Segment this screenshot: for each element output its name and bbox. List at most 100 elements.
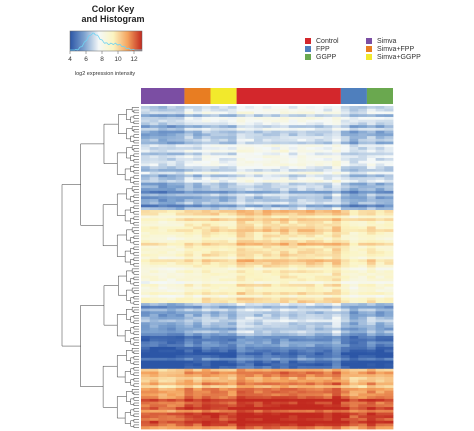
heatmap-cell (280, 412, 290, 416)
heatmap-cell (245, 286, 255, 290)
heatmap-cell (149, 272, 159, 277)
heatmap-cell (184, 415, 194, 419)
heatmap-cell (193, 138, 203, 142)
heatmap-cell (227, 314, 237, 318)
heatmap-cell (149, 106, 159, 110)
dendrogram-branch (118, 275, 127, 296)
heatmap-cell (297, 297, 307, 301)
heatmap-cell (236, 346, 246, 351)
heatmap-cell (323, 251, 333, 255)
heatmap-cell (236, 240, 246, 244)
heatmap-cell (253, 409, 264, 413)
heatmap-cell (236, 262, 246, 266)
heatmap-cell (141, 338, 151, 342)
heatmap-cell (253, 152, 264, 156)
heatmap-cell (219, 278, 229, 282)
heatmap-cell (358, 114, 368, 118)
heatmap-cell (375, 396, 385, 400)
heatmap-cell (297, 196, 307, 200)
heatmap-cell (271, 220, 281, 225)
heatmap-cell (280, 371, 290, 375)
heatmap-cell (167, 193, 177, 197)
heatmap-cell (184, 352, 194, 356)
heatmap-cell (201, 188, 211, 192)
heatmap-cell (366, 311, 377, 315)
heatmap-cell (167, 130, 177, 134)
heatmap-cell (314, 275, 324, 279)
heatmap-cell (297, 179, 307, 184)
heatmap-cell (167, 376, 177, 381)
heatmap-cell (158, 237, 168, 241)
heatmap-cell (375, 226, 385, 230)
heatmap-cell (236, 119, 246, 123)
heatmap-cell (288, 108, 298, 112)
heatmap-cell (332, 357, 342, 361)
heatmap-cell (375, 168, 385, 173)
heatmap-cell (219, 259, 229, 263)
heatmap-cell (245, 409, 255, 413)
heatmap-cell (271, 130, 281, 134)
heatmap-cell (193, 387, 203, 392)
heatmap-cell (219, 234, 229, 238)
heatmap-cell (201, 166, 211, 170)
heatmap-cell (227, 371, 237, 375)
heatmap-cell (280, 330, 290, 334)
heatmap-cell (253, 185, 264, 189)
heatmap-cell (271, 352, 281, 356)
heatmap-cell (332, 374, 342, 378)
heatmap-cell (210, 210, 220, 214)
heatmap-cell (306, 415, 316, 419)
heatmap-cell (210, 297, 220, 301)
heatmap-cell (253, 147, 264, 151)
heatmap-cell (349, 286, 359, 290)
dendrogram-branch (133, 397, 139, 401)
heatmap-cell (253, 193, 264, 197)
heatmap-cell (193, 366, 203, 370)
heatmap-cell (227, 223, 237, 227)
heatmap-cell (262, 423, 272, 427)
heatmap-cell (210, 289, 220, 293)
heatmap-cell (210, 344, 220, 348)
heatmap-cell (332, 368, 342, 372)
heatmap-cell (306, 136, 316, 140)
heatmap-cell (280, 248, 290, 252)
heatmap-cell (141, 366, 151, 370)
heatmap-cell (184, 360, 194, 364)
heatmap-cell (271, 360, 281, 364)
heatmap-cell (193, 423, 203, 427)
heatmap-cell (227, 396, 237, 400)
heatmap-cell (375, 210, 385, 214)
heatmap-cell (175, 283, 185, 288)
heatmap-cell (193, 374, 203, 378)
heatmap-cell (297, 199, 307, 203)
heatmap-cell (375, 242, 385, 246)
heatmap-cell (262, 174, 272, 178)
heatmap-cell (332, 404, 342, 408)
heatmap-cell (384, 234, 394, 238)
heatmap-cell (175, 407, 185, 411)
heatmap-cell (184, 412, 194, 416)
heatmap-cell (184, 237, 194, 241)
heatmap-cell (366, 292, 377, 296)
heatmap-cell (158, 360, 168, 364)
heatmap-cell (332, 108, 342, 112)
heatmap-cell (306, 322, 316, 326)
heatmap-cell (375, 199, 385, 203)
heatmap-cell (314, 352, 324, 356)
heatmap-cell (219, 106, 229, 110)
heatmap-cell (253, 231, 264, 236)
heatmap-cell (375, 204, 385, 208)
heatmap-cell (219, 152, 229, 156)
heatmap-cell (384, 116, 394, 121)
heatmap-cell (384, 149, 394, 153)
heatmap-cell (375, 368, 385, 372)
heatmap-cell (201, 264, 211, 268)
heatmap-cell (375, 166, 385, 170)
heatmap-cell (297, 237, 307, 241)
dendrogram-branch (133, 320, 139, 324)
heatmap-cell (141, 272, 151, 277)
heatmap-cell (167, 393, 177, 397)
heatmap-cell (193, 147, 203, 151)
heatmap-cell (210, 396, 220, 400)
heatmap-cell (271, 207, 281, 211)
